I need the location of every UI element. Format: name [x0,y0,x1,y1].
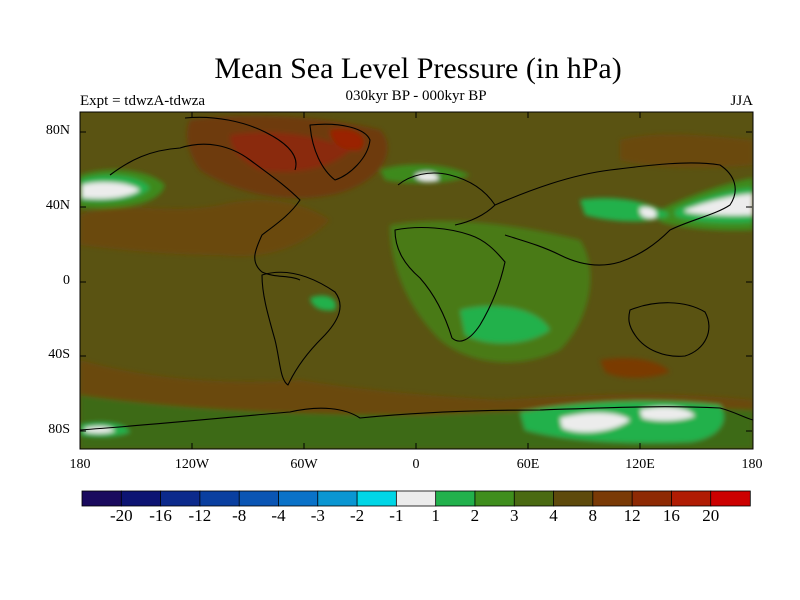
field-high-north-pacific [80,200,330,257]
colorbar-label: -20 [109,506,133,525]
colorbar-label: -12 [188,506,212,525]
colorbar-label: 12 [623,506,641,525]
coast-arctic-canada [184,116,297,171]
colorbar-label: 3 [509,506,519,525]
lat-label-80n: 80N [45,123,70,138]
colorbar-label: -16 [149,506,172,525]
colorbar-swatch [199,490,240,507]
colorbar-label: -3 [310,506,325,525]
field-high-south-indian [600,358,670,378]
colorbar-label: -2 [350,506,365,525]
colorbar-label: 1 [431,506,440,525]
colorbar-swatch [238,490,280,507]
colorbar-swatch [278,490,319,507]
field-min-east-antarctic-1 [560,412,630,433]
coast-south-america [261,271,341,386]
lon-label-180w: 180 [69,457,91,472]
field-min-east-antarctic-2 [640,407,695,421]
field-min-north-pacific-west [685,194,753,216]
lon-label-60e: 60E [516,457,540,472]
colorbar-swatch [356,490,398,507]
colorbar-swatch [81,490,122,507]
colorbar-swatch [553,490,594,507]
lat-label-40s: 40S [48,347,70,362]
lon-label-60w: 60W [290,457,318,472]
colorbar-swatch [631,490,673,507]
coast-asia [494,162,736,266]
field-low-brazil [310,295,336,311]
coast-greenland [309,123,371,181]
colorbar-swatch [120,490,162,507]
map-title: Mean Sea Level Pressure (in hPa) [214,52,622,85]
season-label: JJA [730,93,753,109]
lon-label-0: 0 [412,457,420,472]
colorbar-swatch [160,490,201,507]
colorbar-swatch [671,490,712,507]
colorbar-label: -1 [389,506,404,525]
field-min-east-asia [639,207,657,219]
colorbar-label: 16 [662,506,680,525]
lat-label-80s: 80S [48,422,70,437]
lat-label-0: 0 [63,273,70,288]
colorbar-swatch [435,490,476,507]
experiment-label: Expt = tdwzA-tdwza [80,93,206,109]
coastlines [80,116,753,431]
field-peak-iceland [330,129,364,151]
coast-europe [397,172,496,226]
map-subtitle: 030kyr BP - 000kyr BP [345,88,487,104]
coast-africa [394,226,506,342]
field-high-siberia [620,134,753,168]
colorbar-swatch [317,490,358,507]
colorbar-swatch [513,490,555,507]
map-ticks [80,112,752,449]
coast-antarctica [80,406,753,431]
lon-label-120w: 120W [174,457,210,472]
colorbar-swatch [395,490,437,507]
field-min-aleutian [82,182,140,199]
coast-north-america [109,143,301,281]
colorbar [81,490,751,507]
colorbar-swatch [474,490,515,507]
colorbar-label: -4 [271,506,286,525]
colorbar-label: 8 [588,506,598,525]
colorbar-label: 4 [549,506,558,525]
lon-label-120e: 120E [625,457,655,472]
lon-label-180e: 180 [741,457,763,472]
colorbar-swatch [710,490,751,507]
map-field [80,112,753,449]
colorbar-label: 20 [702,506,720,525]
lat-label-40n: 40N [45,198,70,213]
field-lower-south-atlantic [460,306,550,344]
coast-australia [628,302,710,357]
colorbar-swatch [592,490,633,507]
colorbar-label: 2 [470,506,480,525]
colorbar-label: -8 [232,506,247,525]
